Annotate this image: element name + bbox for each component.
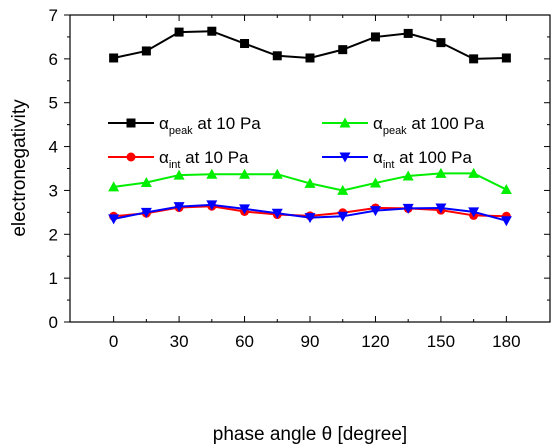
data-point-square-marker <box>403 28 413 38</box>
x-tick-label: 0 <box>109 332 118 351</box>
data-point-triangle-up-marker <box>206 168 218 179</box>
y-tick-label: 1 <box>49 269 58 288</box>
data-point-square-marker <box>207 26 217 36</box>
data-point-triangle-up-marker <box>140 177 152 188</box>
data-point-triangle-down-marker <box>108 214 120 225</box>
data-point-triangle-up-marker <box>402 170 414 181</box>
legend-item: αpeak at 100 Pa <box>322 114 485 137</box>
y-axis-label: electronegativity <box>9 99 30 237</box>
x-axis-label: phase angle θ [degree] <box>213 424 407 445</box>
legend-item: αpeak at 10 Pa <box>108 114 261 137</box>
data-point-square-marker <box>305 53 315 63</box>
legend-label: αint at 100 Pa <box>373 148 473 171</box>
legend-label-subscript: peak <box>383 125 407 137</box>
legend-swatch-marker <box>339 117 351 128</box>
legend-item: αint at 100 Pa <box>322 148 473 171</box>
data-point-triangle-down-marker <box>468 207 480 218</box>
y-tick-label: 7 <box>49 6 58 25</box>
legend-label-base: α <box>159 148 169 167</box>
y-tick-label: 3 <box>49 181 58 200</box>
data-point-triangle-up-marker <box>271 168 283 179</box>
axes-layer: 0 30 60 90 120 150 180 0 1 2 3 4 5 6 7 <box>49 6 550 351</box>
x-tick-label: 60 <box>235 332 254 351</box>
data-point-square-marker <box>174 27 184 37</box>
legend-label-rest: at 100 Pa <box>407 114 485 133</box>
data-point-square-marker <box>109 53 119 63</box>
legend-item: αint at 10 Pa <box>108 148 249 171</box>
data-point-triangle-down-marker <box>206 200 218 211</box>
data-point-triangle-up-marker <box>304 177 316 188</box>
series-1 <box>108 167 512 195</box>
data-point-triangle-down-marker <box>435 203 447 214</box>
legend-label: αint at 10 Pa <box>159 148 249 171</box>
data-point-square-marker <box>469 54 479 64</box>
legend-label-rest: at 100 Pa <box>394 148 472 167</box>
data-point-triangle-up-marker <box>468 167 480 178</box>
series-3 <box>108 200 512 227</box>
legend-label-subscript: int <box>383 159 395 171</box>
x-tick-label: 150 <box>427 332 455 351</box>
y-tick-label: 4 <box>49 138 58 157</box>
data-point-triangle-down-marker <box>271 208 283 219</box>
data-point-square-marker <box>370 32 380 42</box>
legend-label: αpeak at 100 Pa <box>373 114 485 137</box>
legend-label-base: α <box>373 148 383 167</box>
data-point-triangle-down-marker <box>402 203 414 214</box>
data-point-triangle-up-marker <box>173 169 185 180</box>
legend-label-rest: at 10 Pa <box>193 114 262 133</box>
x-tick-label: 180 <box>492 332 520 351</box>
data-point-triangle-up-marker <box>500 184 512 195</box>
data-point-square-marker <box>338 45 348 55</box>
data-point-triangle-up-marker <box>369 177 381 188</box>
legend-swatch-marker <box>126 118 136 128</box>
legend-label-rest: at 10 Pa <box>180 148 249 167</box>
data-point-triangle-down-marker <box>337 211 349 222</box>
legend-label-base: α <box>373 114 383 133</box>
data-point-triangle-down-marker <box>239 204 251 215</box>
x-tick-label: 120 <box>361 332 389 351</box>
data-point-square-marker <box>240 39 250 49</box>
data-point-triangle-down-marker <box>500 216 512 227</box>
y-tick-label: 0 <box>49 313 58 332</box>
data-point-square-marker <box>141 46 151 56</box>
data-point-triangle-up-marker <box>108 181 120 192</box>
legend-label-subscript: int <box>169 159 181 171</box>
data-point-triangle-up-marker <box>435 167 447 178</box>
data-point-triangle-down-marker <box>173 202 185 213</box>
series-layer <box>108 26 512 227</box>
legend-label-subscript: peak <box>169 125 193 137</box>
data-point-triangle-down-marker <box>369 206 381 217</box>
data-point-triangle-up-marker <box>239 168 251 179</box>
series-0 <box>109 26 511 64</box>
data-point-triangle-down-marker <box>140 207 152 218</box>
legend-swatch-marker <box>339 152 351 163</box>
data-point-triangle-down-marker <box>304 213 316 224</box>
y-tick-label: 6 <box>49 50 58 69</box>
y-tick-label: 2 <box>49 225 58 244</box>
y-tick-label: 5 <box>49 94 58 113</box>
x-tick-label: 90 <box>301 332 320 351</box>
data-point-triangle-up-marker <box>337 184 349 195</box>
legend-swatch-marker <box>126 152 136 162</box>
data-point-square-marker <box>436 38 446 48</box>
legend-label: αpeak at 10 Pa <box>159 114 261 137</box>
legend-label-base: α <box>159 114 169 133</box>
data-point-square-marker <box>272 51 282 61</box>
x-tick-label: 30 <box>170 332 189 351</box>
data-point-square-marker <box>501 53 511 63</box>
